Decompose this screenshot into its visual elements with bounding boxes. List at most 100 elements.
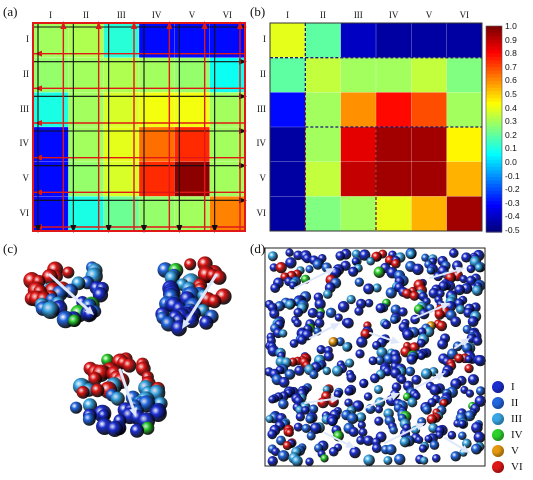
heatmap-cell — [270, 196, 306, 232]
colorbar-band — [486, 173, 502, 178]
row-label: III — [257, 103, 266, 114]
particle — [289, 339, 299, 348]
colorbar-band — [486, 56, 502, 61]
heatmap-cell — [411, 161, 448, 197]
particle — [305, 265, 314, 274]
particle — [323, 351, 334, 362]
colorbar-band — [486, 118, 502, 123]
particle — [268, 395, 277, 404]
particle — [267, 429, 278, 440]
colorbar-band — [486, 204, 502, 209]
particle — [70, 401, 83, 414]
particle — [473, 431, 486, 444]
particle — [412, 263, 424, 276]
cluster-illustrations — [23, 256, 232, 438]
particle — [285, 428, 294, 438]
arrowhead-icon — [325, 268, 335, 276]
heatmap-cell — [270, 161, 306, 197]
colorbar-band — [486, 207, 502, 212]
particle — [344, 386, 354, 396]
row-label: IV — [19, 138, 30, 149]
particle — [357, 421, 366, 430]
colorbar-band — [486, 183, 502, 188]
particle — [284, 369, 296, 380]
particle — [309, 422, 322, 435]
particle — [467, 316, 479, 327]
row-label: V — [22, 173, 30, 183]
column-label: II — [82, 10, 89, 20]
legend-dot-icon — [492, 445, 504, 457]
heatmap-cell — [376, 57, 412, 93]
row-label: VI — [19, 207, 30, 218]
particle — [431, 454, 441, 463]
arrowhead-icon — [435, 373, 445, 381]
particle — [41, 269, 58, 285]
particle — [370, 373, 380, 384]
particle — [450, 451, 461, 462]
panel-label-b: (b) — [250, 4, 266, 19]
legend-label: I — [511, 381, 515, 393]
particle — [434, 309, 445, 320]
particle — [82, 398, 98, 413]
velocity-arrow — [185, 273, 218, 323]
colorbar-band — [486, 225, 502, 230]
colorbar-band — [486, 166, 502, 171]
velocity-arrow — [384, 426, 418, 444]
particle — [464, 410, 476, 422]
particle — [397, 375, 407, 384]
row-label: III — [20, 103, 29, 114]
particle — [320, 454, 329, 463]
particle — [436, 320, 448, 332]
velocity-arrow — [444, 437, 464, 450]
particle — [356, 298, 367, 309]
colorbar-band — [486, 50, 502, 55]
colorbar-tick-label: 0.5 — [505, 89, 517, 99]
heatmap-cell — [340, 23, 377, 59]
colorbar-tick-label: -0.1 — [505, 170, 520, 181]
particle — [374, 405, 384, 414]
column-label: III — [116, 10, 126, 20]
particle — [417, 351, 426, 361]
heatmap-b — [269, 22, 483, 232]
particle — [466, 264, 476, 274]
particle — [316, 311, 325, 320]
heatmap-cell — [305, 127, 342, 163]
heatmap-frame — [32, 22, 246, 232]
legend-label: VI — [511, 461, 523, 473]
colorbar-tick-label: 0.6 — [505, 75, 517, 86]
legend-label: II — [511, 397, 519, 409]
particle — [471, 285, 483, 296]
particle — [405, 366, 416, 377]
particle — [285, 299, 296, 310]
particle — [271, 447, 280, 456]
heatmap-cell — [305, 92, 342, 128]
particle — [363, 454, 375, 466]
colorbar-tick-label: 0.7 — [505, 61, 517, 72]
particle — [334, 313, 343, 322]
velocity-arrow — [414, 305, 443, 319]
heatmap-cell — [340, 161, 377, 197]
particle — [409, 342, 420, 353]
arrowhead-icon — [35, 225, 41, 233]
column-label: I — [49, 10, 53, 20]
colorbar-tick-label: 0.3 — [505, 116, 517, 127]
particle — [450, 316, 462, 328]
particle — [458, 431, 467, 441]
particle — [130, 423, 145, 438]
particle — [343, 317, 354, 329]
particle — [422, 404, 432, 415]
particle — [439, 398, 449, 408]
legend-label: V — [511, 445, 519, 457]
heatmap-cell — [305, 196, 342, 232]
velocity-arrow — [369, 332, 393, 342]
particle — [454, 353, 464, 364]
heatmap-cell — [340, 127, 377, 163]
colorbar-band — [486, 135, 502, 140]
particle — [420, 368, 433, 380]
particle — [317, 397, 329, 409]
particle — [366, 256, 375, 266]
arrowhead-icon — [201, 21, 208, 29]
colorbar-band — [486, 87, 502, 92]
particle — [354, 277, 364, 287]
particle — [265, 414, 274, 424]
